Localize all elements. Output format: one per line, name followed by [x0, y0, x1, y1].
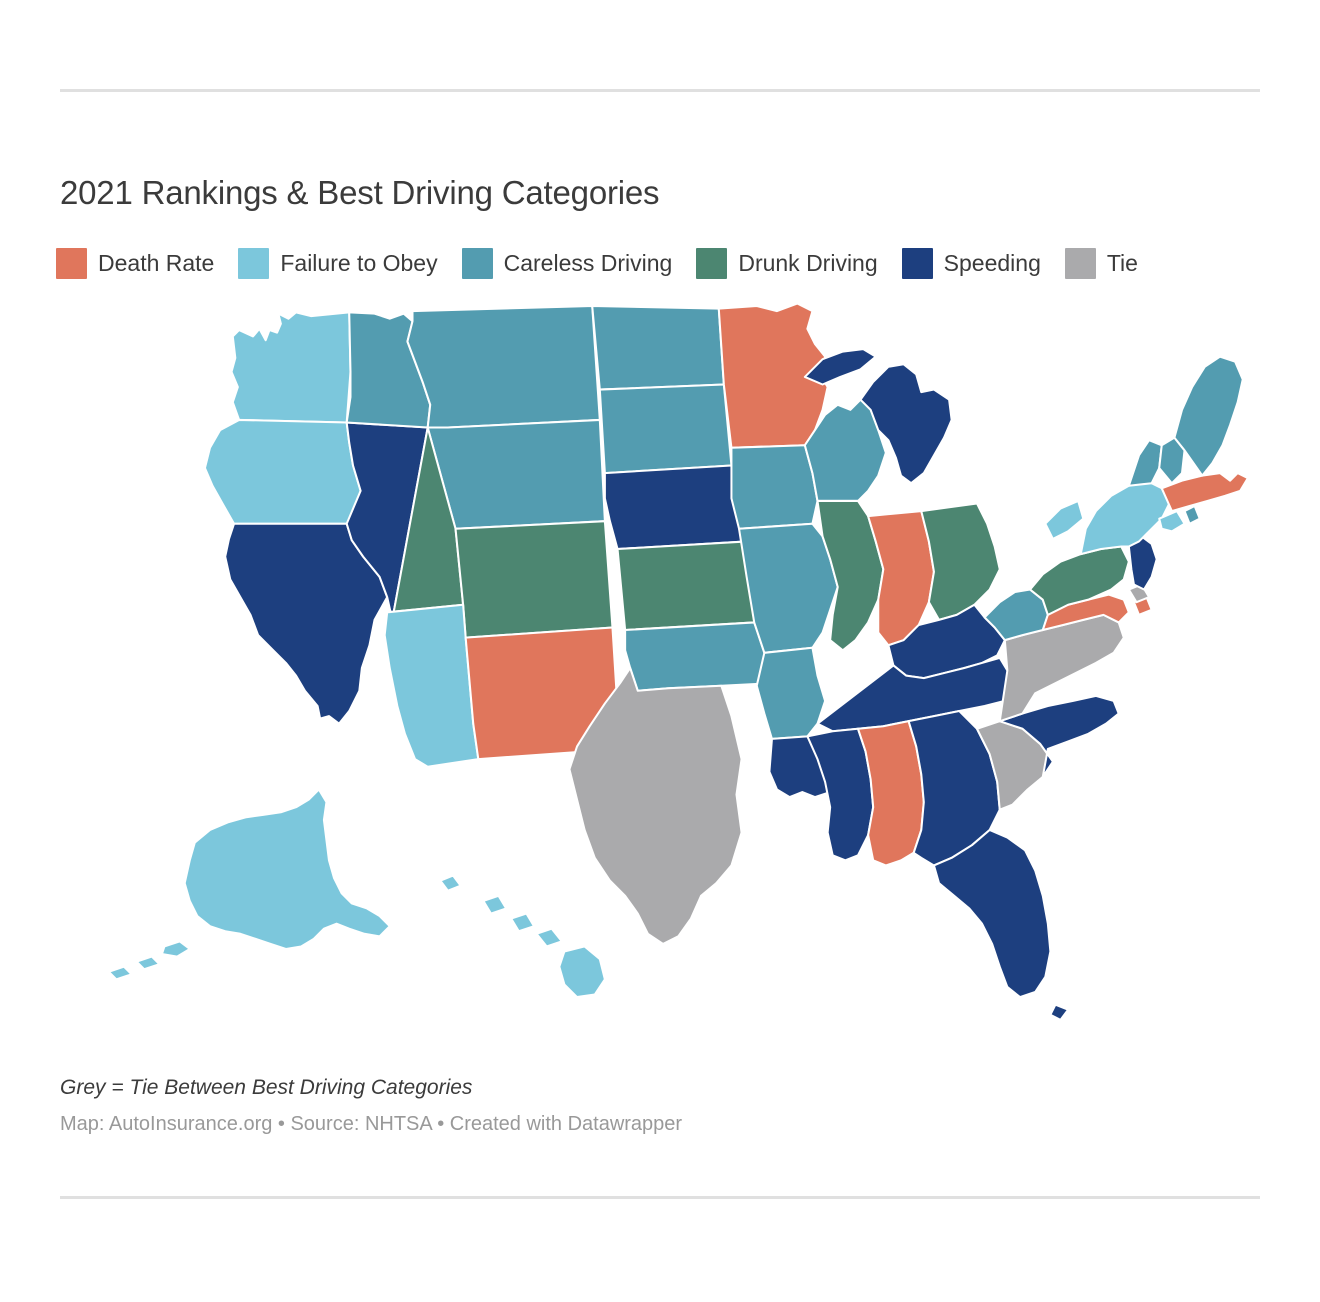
state-missouri[interactable] [738, 522, 839, 654]
legend-item-drunk_driving[interactable]: Drunk Driving [696, 248, 878, 279]
legend-item-tie[interactable]: Tie [1064, 248, 1138, 279]
state-iowa[interactable] [730, 444, 819, 530]
state-arkansas[interactable] [755, 646, 827, 740]
legend-item-death_rate[interactable]: Death Rate [56, 248, 214, 279]
legend: Death Rate Failure to Obey Careless Drivin… [56, 248, 1162, 279]
state-florida[interactable] [932, 828, 1070, 1021]
state-north-dakota[interactable] [591, 305, 725, 391]
legend-swatch-death_rate [56, 248, 87, 279]
legend-item-failure_to_obey[interactable]: Failure to Obey [238, 248, 438, 279]
state-wyoming[interactable] [426, 418, 606, 530]
legend-swatch-careless_driving [461, 248, 493, 279]
legend-label-failure_to_obey: Failure to Obey [280, 250, 438, 276]
state-alaska[interactable] [107, 788, 391, 981]
state-new-jersey[interactable] [1127, 535, 1158, 591]
map-svg [107, 302, 1249, 1021]
state-new-mexico[interactable] [464, 626, 622, 761]
us-choropleth-map [48, 288, 1263, 1048]
map-note: Grey = Tie Between Best Driving Categori… [60, 1076, 473, 1099]
legend-label-death_rate: Death Rate [98, 250, 215, 276]
state-kansas[interactable] [616, 540, 756, 632]
state-montana[interactable] [406, 305, 601, 429]
map-credit: Map: AutoInsurance.org • Source: NHTSA •… [60, 1113, 683, 1135]
page-title: 2021 Rankings & Best Driving Categories [60, 174, 660, 212]
legend-label-drunk_driving: Drunk Driving [738, 250, 878, 276]
state-washington[interactable] [230, 311, 352, 424]
bottom-divider [60, 1196, 1260, 1199]
state-nebraska[interactable] [603, 464, 748, 551]
state-colorado[interactable] [454, 520, 614, 639]
state-wisconsin[interactable] [803, 398, 887, 502]
legend-swatch-failure_to_obey [238, 248, 270, 279]
legend-swatch-tie [1064, 248, 1096, 279]
state-hawaii[interactable] [439, 874, 606, 999]
legend-label-careless_driving: Careless Driving [503, 250, 673, 276]
state-pennsylvania[interactable] [1029, 545, 1130, 616]
top-divider [60, 89, 1260, 92]
legend-item-speeding[interactable]: Speeding [901, 248, 1041, 279]
state-oklahoma[interactable] [624, 621, 773, 692]
state-ohio[interactable] [920, 502, 1001, 621]
state-connecticut[interactable] [1158, 510, 1186, 533]
legend-label-speeding: Speeding [943, 250, 1041, 276]
state-south-dakota[interactable] [598, 383, 733, 475]
state-north-carolina[interactable] [998, 694, 1120, 778]
state-rhode-island[interactable] [1183, 504, 1201, 525]
state-michigan[interactable] [803, 348, 953, 485]
state-texas[interactable] [568, 666, 743, 945]
legend-label-tie: Tie [1106, 250, 1138, 276]
state-maine[interactable] [1173, 355, 1244, 477]
legend-item-careless_driving[interactable]: Careless Driving [461, 248, 673, 279]
state-oregon[interactable] [203, 418, 362, 525]
legend-swatch-drunk_driving [696, 248, 728, 279]
legend-swatch-speeding [901, 248, 933, 279]
state-arizona[interactable] [383, 603, 480, 768]
state-vermont[interactable] [1127, 439, 1163, 487]
